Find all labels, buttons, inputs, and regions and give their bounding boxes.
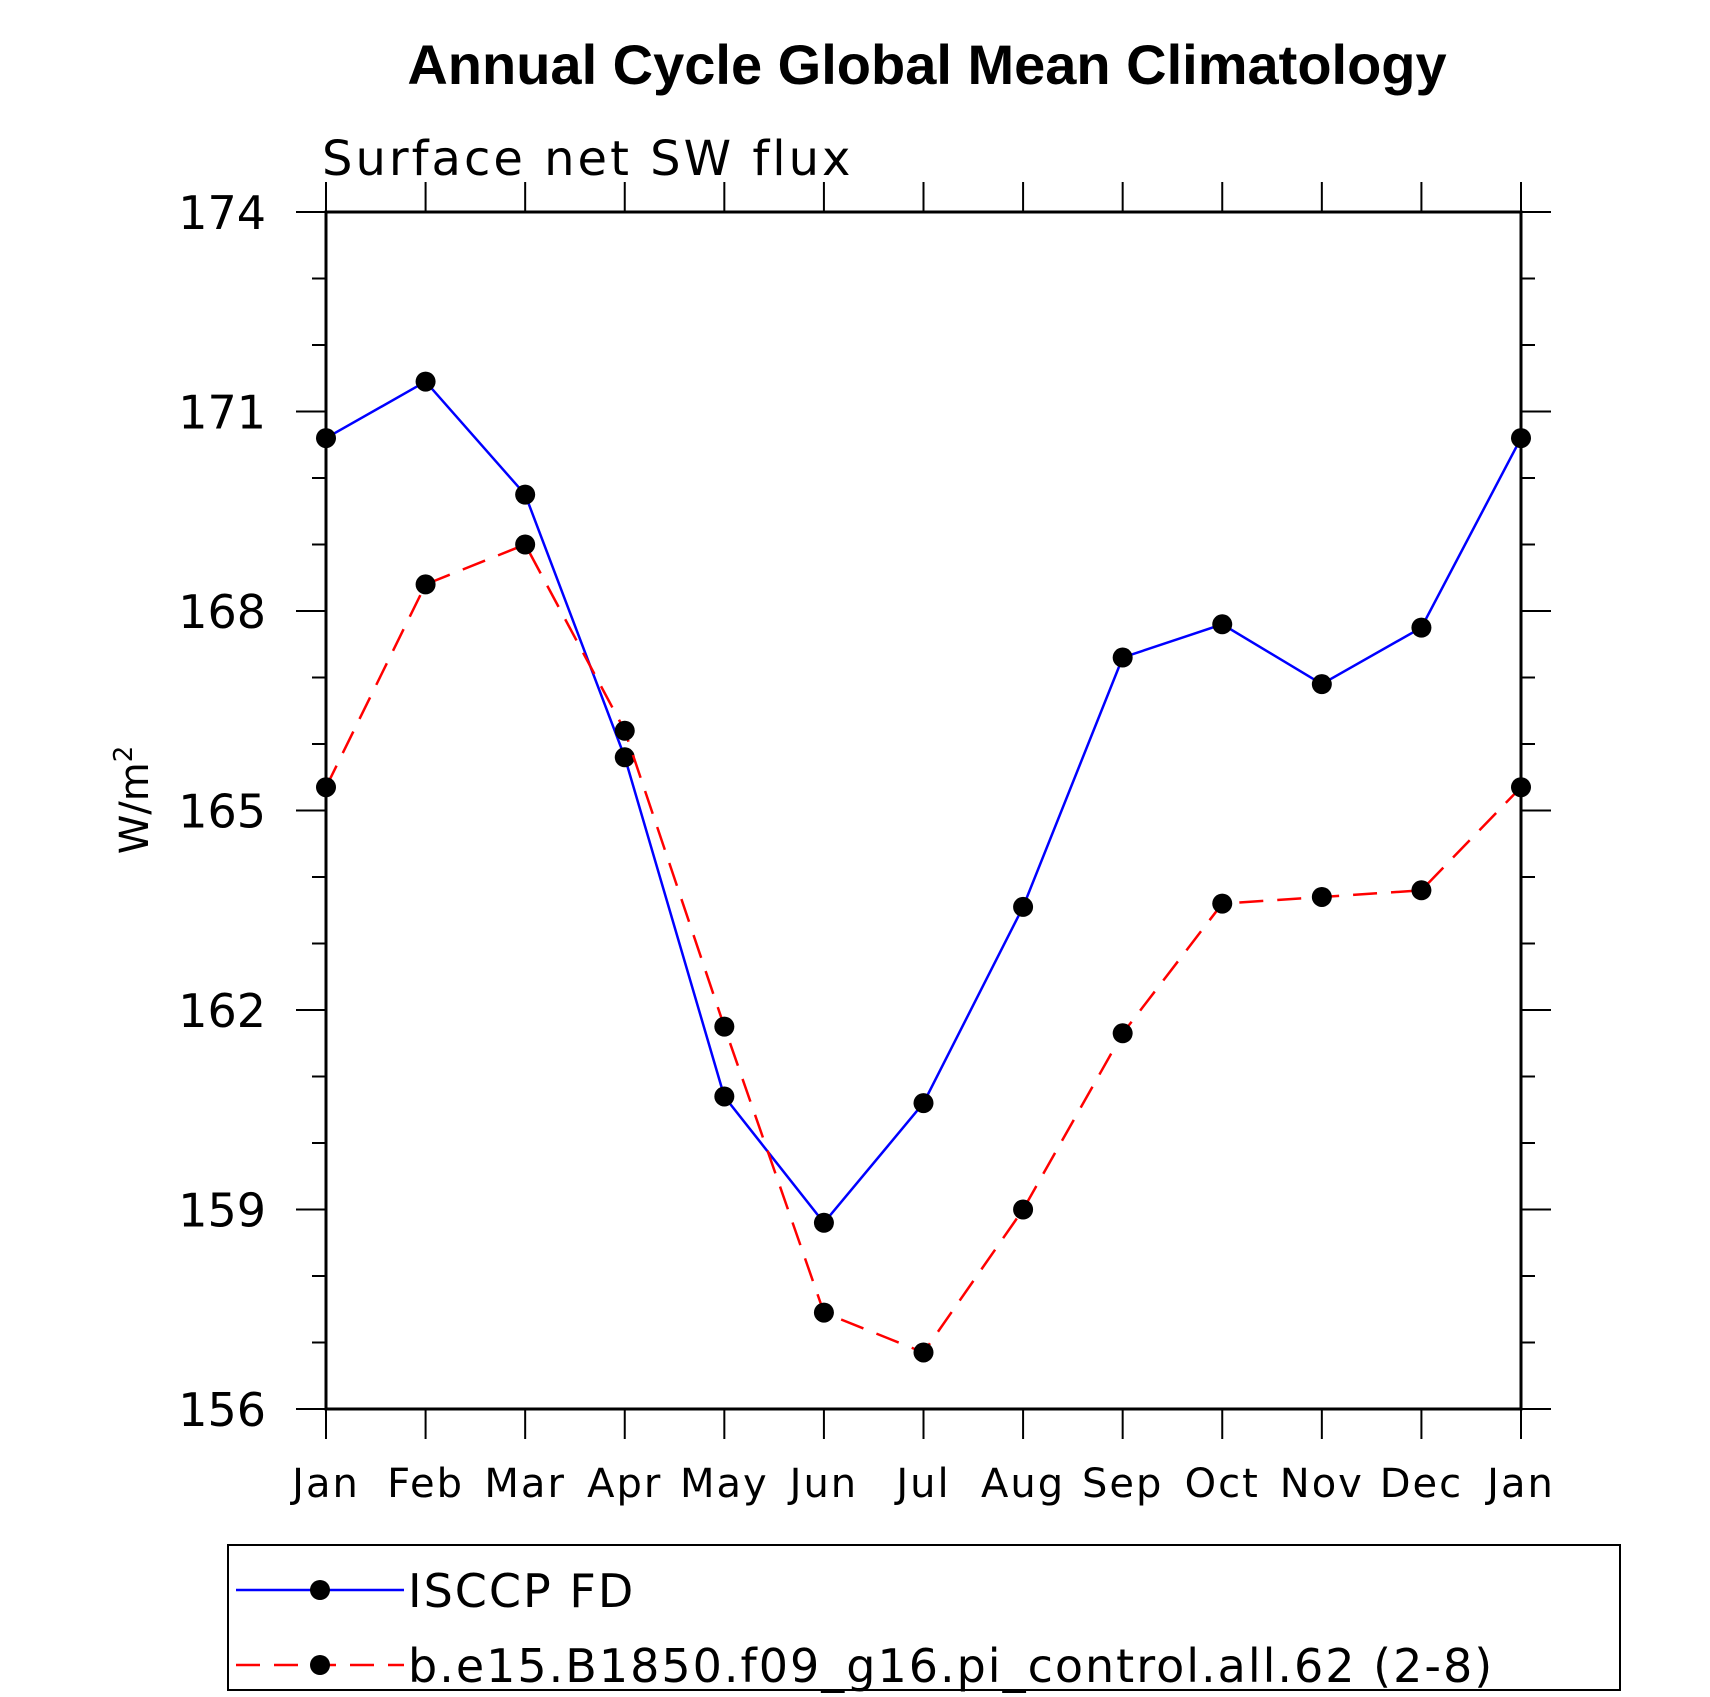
series-point [614,747,635,768]
series-1 [316,371,1531,1233]
x-tick-label: Dec [1380,1461,1463,1507]
series-point [1411,617,1432,638]
chart-title: Annual Cycle Global Mean Climatology [407,33,1446,96]
legend-marker [310,1655,330,1675]
series-point [415,371,436,392]
x-tick-label: Mar [484,1461,565,1507]
svg-text:W/m2: W/m2 [109,746,158,855]
y-tick-label: 165 [178,785,266,839]
y-tick-label: 156 [178,1383,266,1437]
x-tick-label: Sep [1082,1461,1163,1507]
series-point [1411,880,1432,901]
series-point [614,720,635,741]
axis-ticks [296,182,1551,1439]
series-point [515,534,536,555]
y-tick-label: 168 [178,585,266,639]
chart-subtitle: Surface net SW flux [322,131,853,187]
series-point [1212,614,1233,635]
y-tick-label: 159 [178,1184,266,1238]
series-point [913,1093,934,1114]
series-point [1311,674,1332,695]
series-point [913,1342,934,1363]
x-tick-label: Jun [787,1461,859,1507]
x-tick-label: Oct [1185,1461,1260,1507]
legend: ISCCP FD b.e15.B1850.f09_g16.pi_control.a… [227,1544,1621,1693]
legend-items: ISCCP FD b.e15.B1850.f09_g16.pi_control.a… [236,1564,1494,1693]
series-point [415,574,436,595]
series-line [324,542,1522,1355]
y-tick-label: 174 [178,186,266,240]
legend-label: b.e15.B1850.f09_g16.pi_control.all.62 (2… [408,1639,1494,1693]
series-point [813,1212,834,1233]
series-point [1212,893,1233,914]
x-tick-labels: Jan Feb Mar Apr May Jun Jul Aug Sep Oct Nov Dec Jan [289,1461,1555,1507]
series-point [1013,1199,1034,1220]
plot-frame [324,210,1523,1411]
y-axis-label-text: W/m [112,762,158,854]
legend-label: ISCCP FD [408,1564,635,1618]
y-axis-label: W/m2 [109,746,158,855]
series-point [1112,1023,1133,1044]
x-tick-label: Aug [981,1461,1065,1507]
x-tick-label: Jan [289,1461,360,1507]
series-point [1311,886,1332,907]
x-tick-label: Apr [587,1461,662,1507]
series-2 [316,534,1531,1363]
y-tick-labels: 156 159 162 165 168 171 174 [178,186,266,1437]
series-point [714,1086,735,1107]
series-layer [316,371,1531,1363]
series-point [1112,647,1133,668]
y-axis-label-superscript: 2 [109,746,139,763]
series-point [714,1016,735,1037]
legend-box [227,1544,1621,1691]
legend-marker [310,1580,330,1600]
series-point [813,1302,834,1323]
series-point [515,484,536,505]
x-tick-label: Jul [893,1461,950,1507]
x-tick-label: Feb [387,1461,464,1507]
y-tick-label: 162 [178,984,266,1038]
series-point [1013,896,1034,917]
x-tick-label: Nov [1280,1461,1364,1507]
x-tick-label: Jan [1484,1461,1555,1507]
y-tick-label: 171 [178,386,266,440]
x-tick-label: May [680,1461,769,1507]
